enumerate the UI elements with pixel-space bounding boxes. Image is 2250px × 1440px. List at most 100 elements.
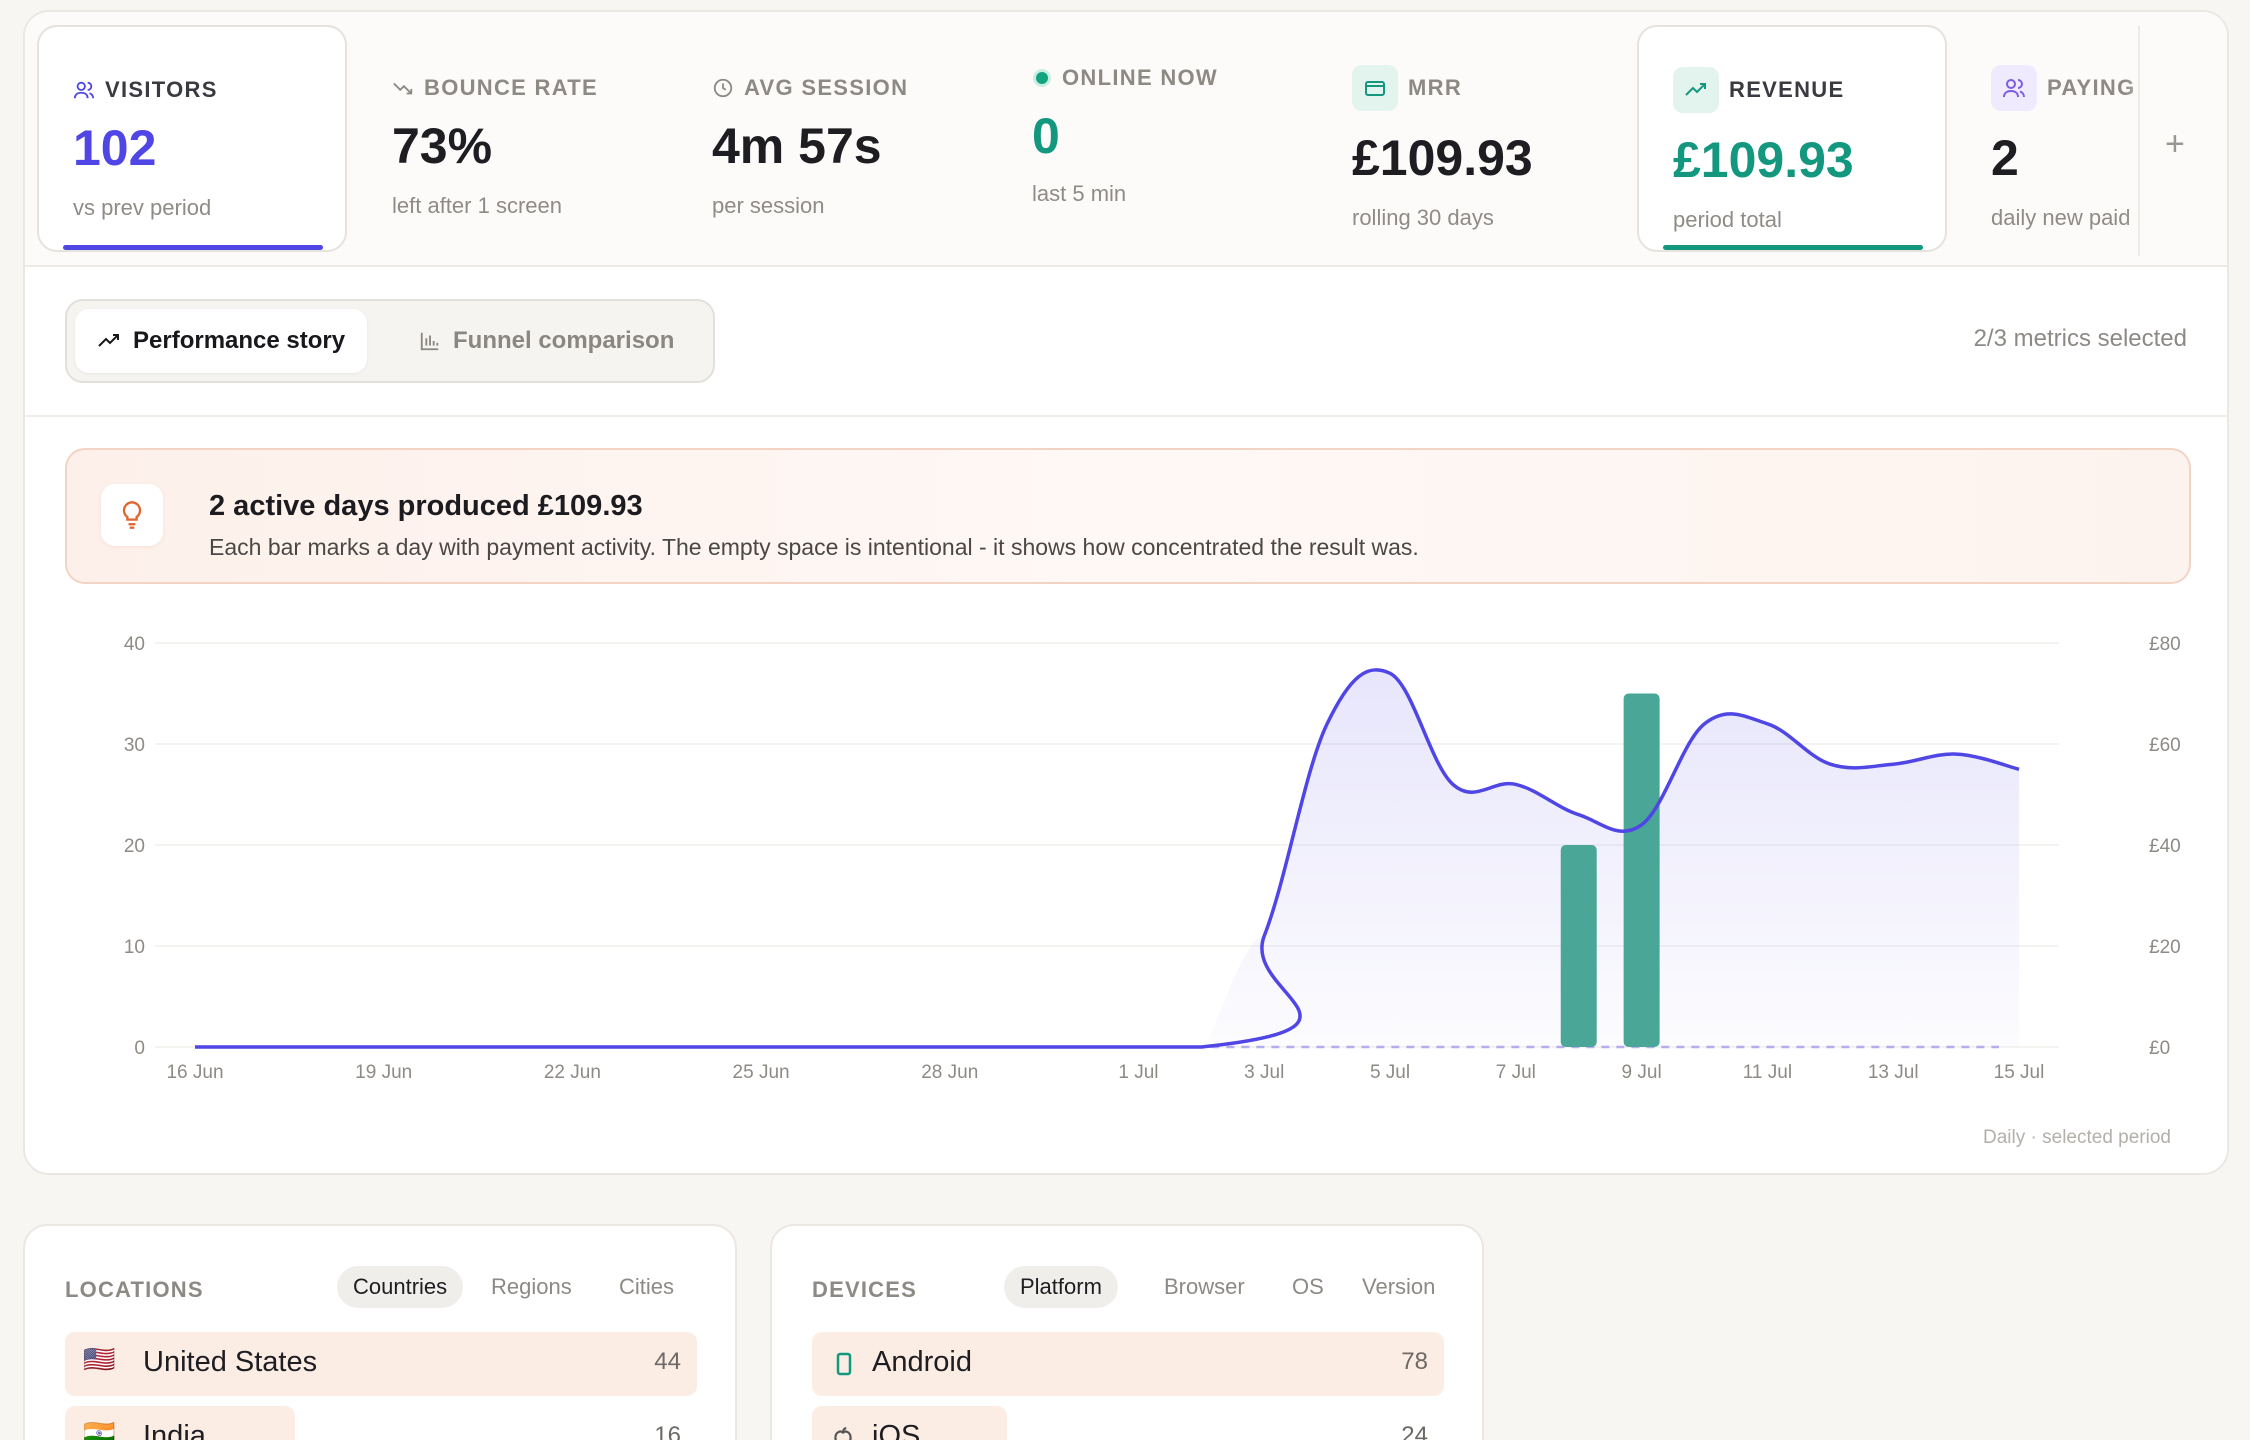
metric-value: 4m 57s bbox=[712, 118, 882, 174]
tab-browser[interactable]: Browser bbox=[1164, 1274, 1245, 1299]
insight-title: 2 active days produced £109.93 bbox=[209, 490, 643, 522]
x-tick-label: 13 Jul bbox=[1868, 1062, 1919, 1083]
metric-avg-session[interactable]: AVG SESSION 4m 57s per session bbox=[678, 25, 988, 252]
x-tick-label: 11 Jul bbox=[1743, 1062, 1792, 1083]
metric-label: PAYING bbox=[2047, 75, 2136, 100]
x-tick-label: 25 Jun bbox=[733, 1062, 790, 1083]
y-right-tick-label: £20 bbox=[2149, 937, 2181, 958]
metric-sub: vs prev period bbox=[73, 195, 212, 220]
tab-os[interactable]: OS bbox=[1292, 1274, 1324, 1299]
metric-paying[interactable]: PAYING 2 daily new paid bbox=[1957, 25, 2157, 252]
online-dot-icon bbox=[1033, 69, 1051, 87]
x-tick-label: 1 Jul bbox=[1118, 1062, 1158, 1083]
chart-caption: Daily · selected period bbox=[1983, 1127, 2171, 1148]
active-underline bbox=[63, 245, 323, 250]
metric-label: REVENUE bbox=[1729, 77, 1845, 102]
revenue-bar bbox=[1560, 845, 1597, 1047]
metric-bounce-rate[interactable]: BOUNCE RATE 73% left after 1 screen bbox=[358, 25, 668, 252]
phone-icon bbox=[836, 1352, 852, 1376]
y-left-tick-label: 0 bbox=[134, 1038, 145, 1059]
tab-platform[interactable]: Platform bbox=[1004, 1266, 1118, 1308]
tab-cities[interactable]: Cities bbox=[619, 1274, 675, 1299]
row-label: India bbox=[143, 1420, 206, 1440]
metric-label: VISITORS bbox=[105, 77, 218, 102]
share-bar bbox=[812, 1406, 1007, 1440]
x-tick-label: 19 Jun bbox=[355, 1062, 412, 1083]
y-left-tick-label: 40 bbox=[124, 634, 145, 655]
performance-chart: 0 £0 10 £20 20 £40 30 £60 40 £80 16 Jun 19 Jun 22 Ju… bbox=[124, 634, 2181, 1083]
revenue-bar bbox=[1623, 693, 1660, 1047]
device-row[interactable]: Android 78 bbox=[812, 1332, 1444, 1396]
y-left-tick-label: 30 bbox=[124, 735, 145, 756]
share-bar bbox=[812, 1332, 1444, 1396]
metric-sub: rolling 30 days bbox=[1352, 205, 1494, 230]
x-tick-label: 16 Jun bbox=[166, 1062, 223, 1083]
trend-up-icon bbox=[98, 334, 119, 347]
users-icon bbox=[73, 81, 95, 99]
view-tabs: Performance story Funnel comparison bbox=[65, 299, 715, 383]
x-tick-label: 22 Jun bbox=[544, 1062, 601, 1083]
metric-value: 102 bbox=[73, 120, 157, 176]
metric-sub: daily new paid bbox=[1991, 205, 2131, 230]
tab-performance-story[interactable]: Performance story bbox=[75, 309, 368, 373]
metric-sub: left after 1 screen bbox=[392, 193, 562, 218]
metric-value: 73% bbox=[392, 118, 493, 174]
metrics-strip: VISITORS 102 vs prev period BOUNCE RATE … bbox=[25, 12, 2227, 267]
metric-sub: per session bbox=[712, 193, 825, 218]
row-label: Android bbox=[872, 1346, 972, 1378]
row-value: 16 bbox=[654, 1422, 681, 1440]
metric-mrr[interactable]: MRR £109.93 rolling 30 days bbox=[1318, 25, 1628, 252]
metric-label: MRR bbox=[1408, 75, 1463, 100]
row-value: 44 bbox=[654, 1348, 681, 1375]
x-tick-label: 28 Jun bbox=[921, 1062, 978, 1083]
x-tick-label: 15 Jul bbox=[1994, 1062, 2045, 1083]
share-bar bbox=[65, 1332, 697, 1396]
devices-panel: DEVICES Platform Browser OS Version Andr… bbox=[770, 1224, 1484, 1440]
insight-text: Each bar marks a day with payment activi… bbox=[209, 534, 1419, 560]
x-tick-label: 5 Jul bbox=[1370, 1062, 1410, 1083]
insight-banner: 2 active days produced £109.93 Each bar … bbox=[65, 448, 2191, 584]
metric-revenue[interactable]: REVENUE £109.93 period total bbox=[1637, 25, 1947, 252]
row-value: 24 bbox=[1401, 1422, 1428, 1440]
add-metric-button[interactable]: + bbox=[2165, 125, 2185, 163]
metric-visitors[interactable]: VISITORS 102 vs prev period bbox=[37, 25, 347, 252]
india-flag-icon: 🇮🇳 bbox=[83, 1418, 116, 1440]
row-value: 78 bbox=[1401, 1348, 1428, 1375]
bar-chart-icon bbox=[420, 332, 439, 351]
metric-sub: last 5 min bbox=[1032, 181, 1127, 206]
metric-value: 0 bbox=[1032, 108, 1060, 164]
metric-value: £109.93 bbox=[1673, 132, 1854, 188]
tab-regions[interactable]: Regions bbox=[491, 1274, 572, 1299]
tab-funnel-comparison[interactable]: Funnel comparison bbox=[397, 309, 696, 373]
metric-online-now[interactable]: ONLINE NOW 0 last 5 min bbox=[998, 25, 1308, 252]
apple-icon bbox=[834, 1427, 852, 1440]
device-row[interactable]: iOS 24 bbox=[812, 1406, 1444, 1440]
trend-up-icon bbox=[1673, 67, 1719, 113]
tab-version[interactable]: Version bbox=[1362, 1274, 1436, 1299]
trend-down-icon bbox=[393, 82, 413, 95]
visitors-line bbox=[195, 668, 2020, 1049]
locations-panel: LOCATIONS Countries Regions Cities 🇺🇸 Un… bbox=[23, 1224, 737, 1440]
location-row[interactable]: 🇺🇸 United States 44 bbox=[65, 1332, 697, 1396]
tab-label: Performance story bbox=[133, 327, 346, 354]
strip-divider bbox=[2138, 26, 2140, 256]
tab-label: Funnel comparison bbox=[453, 327, 675, 354]
location-row[interactable]: 🇮🇳 India 16 bbox=[65, 1406, 697, 1440]
analytics-card: VISITORS 102 vs prev period BOUNCE RATE … bbox=[23, 10, 2229, 1175]
tab-countries[interactable]: Countries bbox=[337, 1266, 464, 1308]
lightbulb-icon bbox=[101, 484, 163, 546]
y-right-tick-label: £40 bbox=[2149, 836, 2181, 857]
metric-value: £109.93 bbox=[1352, 130, 1533, 186]
panel-title: DEVICES bbox=[812, 1277, 917, 1302]
metrics-selected-count: 2/3 metrics selected bbox=[1973, 325, 2187, 352]
metric-label: AVG SESSION bbox=[744, 75, 909, 100]
y-left-tick-label: 20 bbox=[124, 836, 145, 857]
visitors-area bbox=[1201, 669, 2019, 1047]
y-right-tick-label: £80 bbox=[2149, 634, 2181, 655]
metric-value: 2 bbox=[1991, 130, 2019, 186]
x-tick-label: 7 Jul bbox=[1496, 1062, 1536, 1083]
row-label: iOS bbox=[872, 1420, 921, 1440]
strip-fade bbox=[2125, 32, 2165, 262]
y-right-tick-label: £60 bbox=[2149, 735, 2181, 756]
metric-label: BOUNCE RATE bbox=[424, 75, 599, 100]
